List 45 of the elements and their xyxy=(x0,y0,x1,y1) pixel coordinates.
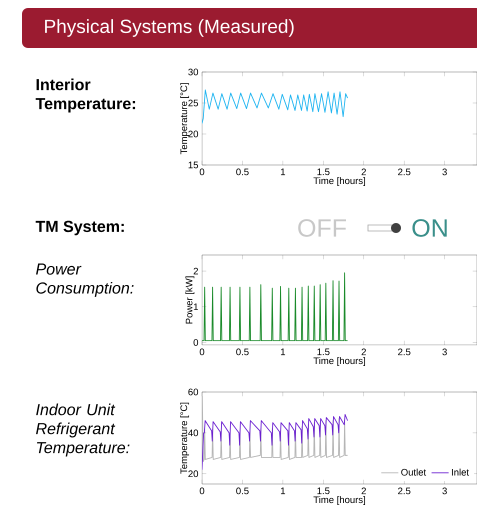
x-tick-label: 3 xyxy=(442,168,447,176)
text: Physical Systems (Measured) xyxy=(45,19,294,37)
y-tick-label: 1 xyxy=(194,304,198,310)
x-tick-label: 1.5 xyxy=(317,488,330,494)
x-tick-label: 2.5 xyxy=(398,348,410,356)
x-tick-label: 2 xyxy=(362,488,366,494)
x-tick-label: 0.5 xyxy=(236,348,249,356)
x-axis-title: Time [hours] xyxy=(314,177,366,186)
text: ON xyxy=(412,219,447,237)
y-tick-label: 20 xyxy=(188,130,198,138)
x-tick-label: 2 xyxy=(362,168,366,176)
text: TM System: xyxy=(36,220,124,236)
x-tick-label: 2.5 xyxy=(398,488,410,494)
text: Indoor Unit Refrigerant Temperature: xyxy=(36,404,130,456)
x-tick-label: 1 xyxy=(280,168,286,176)
x-tick-label: 2.5 xyxy=(398,168,410,176)
x-tick-label: 1 xyxy=(280,348,286,356)
x-tick-label: 3 xyxy=(442,488,447,494)
text: Interior Temperature: xyxy=(36,78,136,112)
x-tick-label: 2 xyxy=(362,348,366,356)
y-tick-label: 20 xyxy=(188,470,198,478)
text: Power Consumption: xyxy=(36,264,134,297)
y-tick-label: 2 xyxy=(194,268,198,274)
y-axis-title: Temperature [°C] xyxy=(180,83,190,154)
x-tick-label: 0 xyxy=(200,348,204,356)
y-tick-label: 40 xyxy=(188,430,198,436)
x-axis-title: Time [hours] xyxy=(314,496,366,505)
x-tick-label: 3 xyxy=(442,348,447,356)
x-tick-label: 1.5 xyxy=(317,348,330,356)
x-tick-label: 0.5 xyxy=(236,168,249,176)
y-tick-label: 30 xyxy=(188,68,198,76)
x-tick-label: 0 xyxy=(200,168,204,176)
y-axis-title: Power [kW] xyxy=(185,276,194,324)
x-tick-label: 1.5 xyxy=(317,168,330,176)
y-axis-title: Temperature [°C] xyxy=(180,402,190,474)
legend-label: Inlet xyxy=(452,468,469,476)
y-tick-label: 0 xyxy=(194,339,198,346)
x-tick-label: 1 xyxy=(280,488,286,494)
x-axis-title: Time [hours] xyxy=(314,357,366,366)
y-tick-label: 25 xyxy=(188,100,198,106)
legend-label: Outlet xyxy=(401,468,426,476)
x-tick-label: 0.5 xyxy=(236,488,249,494)
y-tick-label: 15 xyxy=(188,162,198,168)
x-tick-label: 0 xyxy=(200,488,204,494)
y-tick-label: 60 xyxy=(188,388,198,396)
